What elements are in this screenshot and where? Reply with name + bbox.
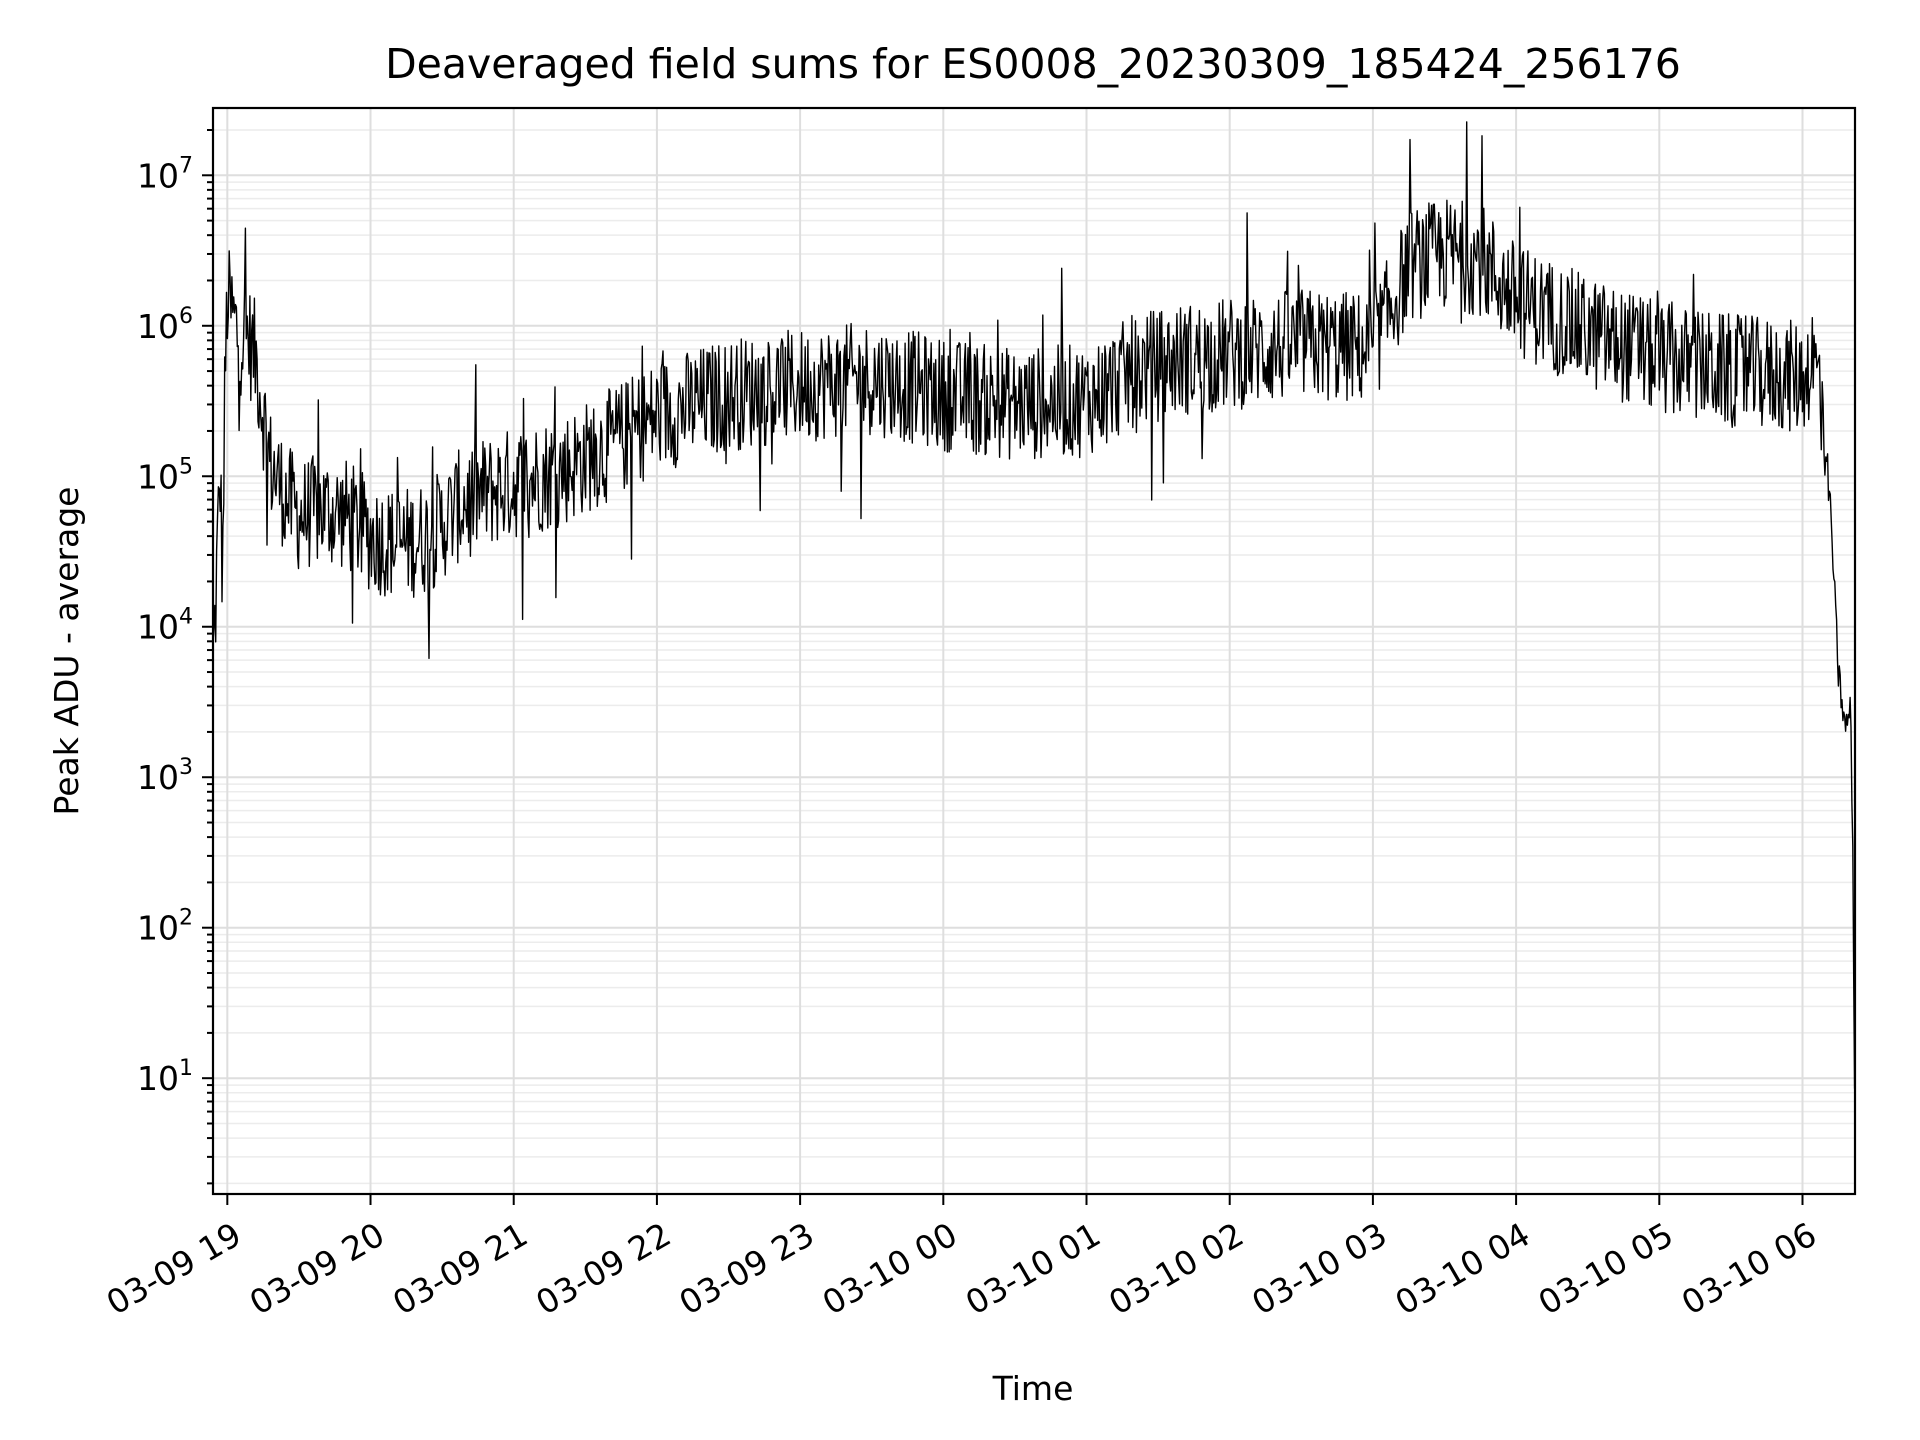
y-tick-label: 101 [137, 1056, 193, 1098]
x-tick-label: 03-09 23 [673, 1215, 821, 1323]
minor-gridlines [213, 129, 1855, 1185]
series-layer [212, 121, 1856, 1089]
x-tick-label: 03-09 21 [386, 1215, 534, 1323]
y-axis: 101 102 103 104 105 106 107 [137, 128, 213, 1185]
x-tick-label: 03-09 22 [529, 1215, 677, 1323]
x-tick-label: 03-10 05 [1532, 1215, 1680, 1323]
x-tick-label: 03-10 03 [1245, 1215, 1393, 1323]
y-tick-label: 106 [137, 304, 193, 346]
y-axis-label: Peak ADU - average [47, 487, 86, 816]
major-gridlines [213, 108, 1855, 1194]
x-tick-label: 03-10 00 [816, 1215, 964, 1323]
y-tick-label: 102 [137, 906, 193, 948]
plot-frame [211, 106, 1857, 1196]
x-tick-label: 03-09 19 [100, 1215, 248, 1323]
y-tick-label: 103 [137, 755, 193, 797]
y-tick-label: 107 [137, 153, 193, 195]
y-tick-label: 104 [137, 605, 193, 647]
y-tick-label: 105 [137, 454, 193, 496]
x-tick-label: 03-10 02 [1102, 1215, 1250, 1323]
chart-title: Deaveraged field sums for ES0008_2023030… [385, 40, 1681, 88]
x-tick-label: 03-10 01 [959, 1215, 1107, 1323]
x-tick-label: 03-10 06 [1675, 1215, 1823, 1323]
x-tick-label: 03-10 04 [1389, 1215, 1537, 1323]
x-tick-label: 03-09 20 [243, 1215, 391, 1323]
series-line-0 [212, 121, 1856, 1089]
x-axis-label: Time [992, 1369, 1074, 1408]
